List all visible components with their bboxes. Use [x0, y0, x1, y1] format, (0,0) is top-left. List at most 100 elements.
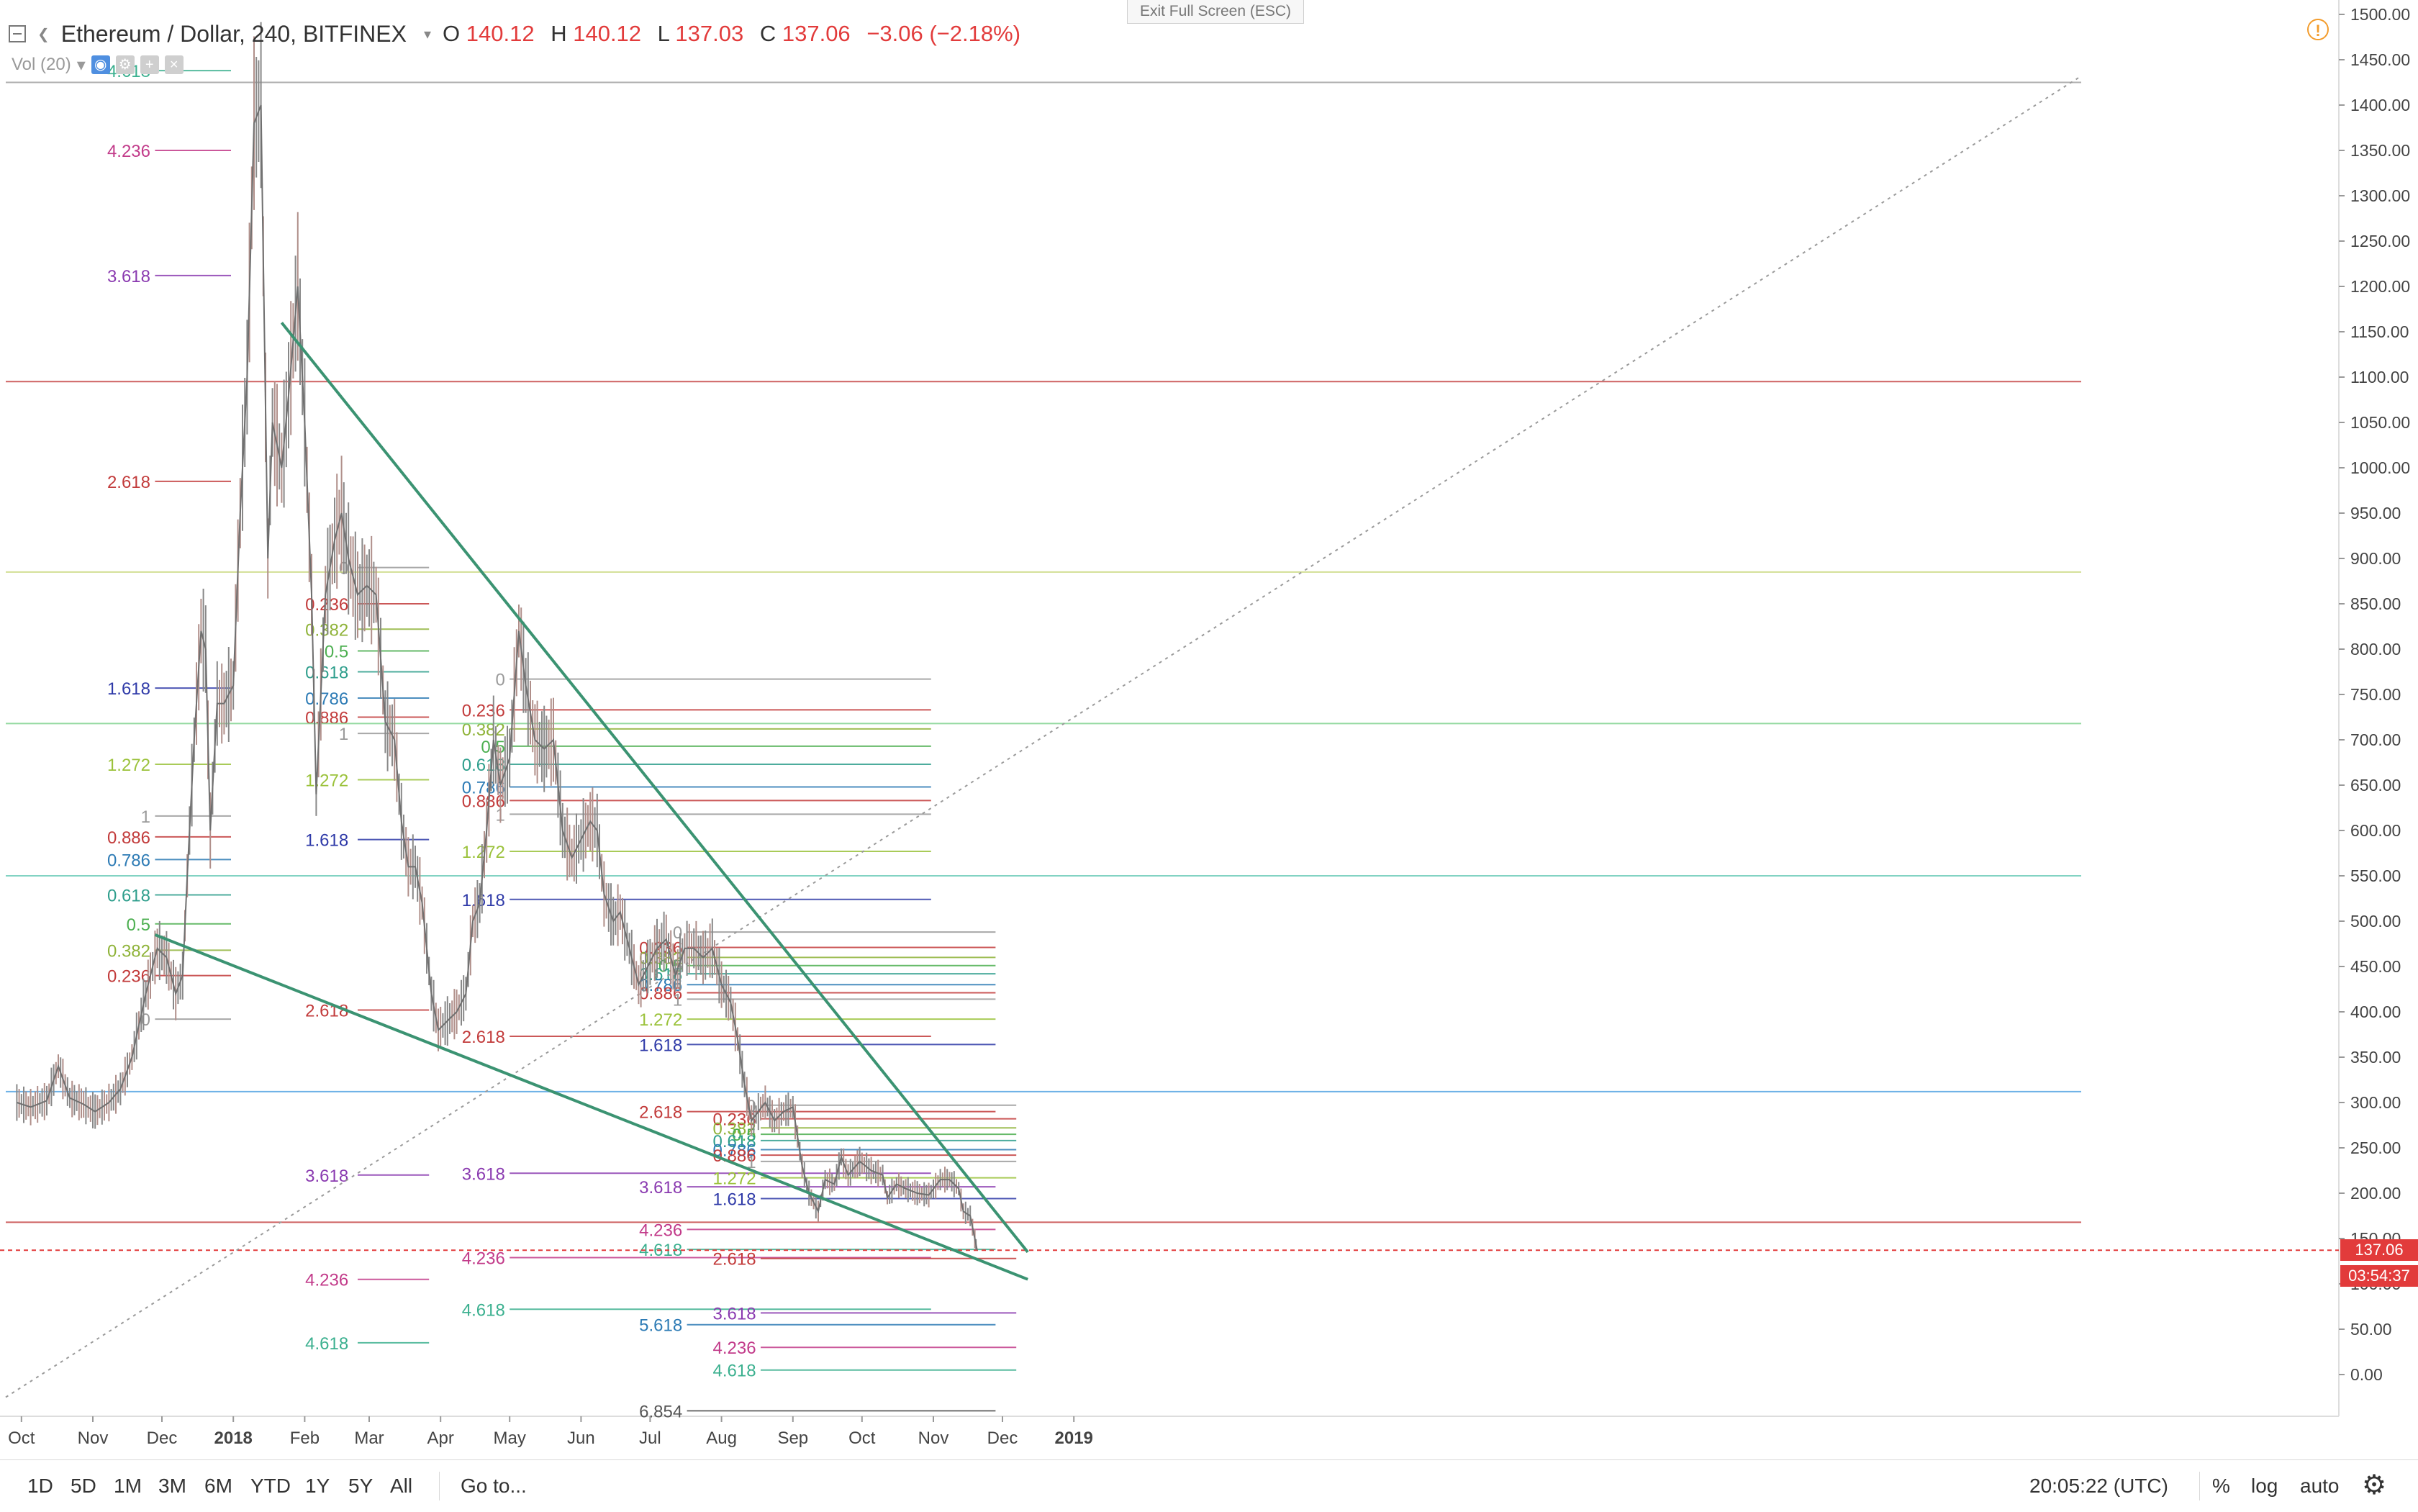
fib-level-label: 1.618 — [462, 891, 505, 910]
fib-level-label: 3.618 — [107, 267, 150, 286]
y-tick-label: 400.00 — [2350, 1002, 2401, 1021]
collapse-icon[interactable] — [9, 25, 26, 42]
fib-level-label: 0 — [495, 671, 504, 690]
fib-level-label: 1 — [673, 990, 682, 1010]
y-tick-label: 600.00 — [2350, 821, 2401, 840]
range-5y-button[interactable]: 5Y — [348, 1475, 373, 1497]
range-1y-button[interactable]: 1Y — [305, 1475, 330, 1497]
y-tick-label: 300.00 — [2350, 1093, 2401, 1112]
horizontal-lines — [0, 75, 2339, 1398]
bottom-toolbar: 1D 5D 1M 3M 6M YTD 1Y 5Y All Go to... 20… — [0, 1459, 2418, 1512]
y-tick-label: 50.00 — [2350, 1320, 2392, 1339]
x-tick-label: Oct — [848, 1429, 876, 1448]
chevron-down-icon[interactable]: ▾ — [423, 26, 431, 42]
x-tick-label: Jun — [567, 1429, 595, 1448]
y-tick-label: 1000.00 — [2350, 458, 2410, 477]
y-tick-label: 1100.00 — [2350, 368, 2409, 386]
trendline-upper[interactable] — [280, 322, 1029, 1254]
y-tick-label: 1150.00 — [2350, 322, 2409, 341]
range-all-button[interactable]: All — [390, 1475, 413, 1497]
y-tick-label: 900.00 — [2350, 549, 2401, 568]
fib-level-label: 4.236 — [639, 1221, 682, 1240]
fib-level-label: 0.5 — [127, 915, 150, 935]
fib-level-label: 3.618 — [713, 1304, 756, 1323]
range-1d-button[interactable]: 1D — [27, 1475, 53, 1497]
toolbar-divider — [439, 1472, 440, 1500]
range-ytd-button[interactable]: YTD — [250, 1475, 291, 1497]
price-chart[interactable]: 00.2360.3820.50.6180.7860.88611.2721.618… — [0, 0, 2418, 1459]
y-tick-label: 1450.00 — [2350, 50, 2410, 69]
x-tick-label: Mar — [354, 1429, 384, 1448]
fib-level-label: 1.272 — [107, 756, 150, 775]
time-axis[interactable]: Oct Nov Dec 2018 Feb Mar Apr May Jun Jul Aug Sep Oct… — [8, 1416, 1093, 1448]
eye-icon[interactable]: ◉ — [91, 55, 110, 74]
fib-level-label: 2.618 — [305, 1001, 348, 1020]
gear-icon[interactable]: ⚙ — [2362, 1470, 2387, 1500]
low-label: L — [657, 21, 669, 46]
fib-level-label: 4.236 — [462, 1249, 505, 1268]
volume-indicator[interactable]: Vol (20) ▾ ◉ ⚙ + × — [12, 50, 184, 79]
fib-level-label: 2.618 — [107, 473, 150, 492]
symbol-title[interactable]: Ethereum / Dollar, 240, BITFINEX — [60, 20, 407, 47]
y-tick-label: 1050.00 — [2350, 413, 2410, 432]
low-value: 137.03 — [675, 21, 744, 46]
countdown-tag: 03:54:37 — [2340, 1265, 2418, 1287]
price-line — [17, 104, 978, 1251]
high-label: H — [551, 21, 567, 46]
fib-level-label: 2.618 — [462, 1028, 505, 1047]
x-tick-label: Jul — [639, 1429, 661, 1448]
fib-level-label: 0.786 — [107, 851, 150, 870]
range-3m-button[interactable]: 3M — [158, 1475, 186, 1497]
y-tick-label: 700.00 — [2350, 730, 2401, 749]
fib-level-label: 1 — [339, 725, 348, 744]
fib-level-label: 1.272 — [305, 771, 348, 790]
x-tick-label: Feb — [290, 1429, 320, 1448]
range-6m-button[interactable]: 6M — [204, 1475, 232, 1497]
y-tick-label: 1500.00 — [2350, 5, 2410, 24]
x-tick-label: Sep — [777, 1429, 808, 1448]
plus-icon[interactable]: + — [140, 55, 159, 74]
fib-level-label: 3.618 — [639, 1178, 682, 1198]
y-tick-label: 1350.00 — [2350, 141, 2410, 160]
price-axis[interactable]: 1500.00 1450.00 1400.00 1350.00 1300.00 1250.… — [2339, 5, 2410, 1384]
trendline-lower[interactable] — [154, 933, 1028, 1281]
toolbar-divider — [2199, 1472, 2200, 1500]
close-icon[interactable]: × — [164, 55, 184, 74]
utc-clock[interactable]: 20:05:22 (UTC) — [2029, 1475, 2168, 1497]
y-tick-label: 850.00 — [2350, 594, 2401, 613]
auto-toggle[interactable]: auto — [2300, 1475, 2340, 1497]
fib-level-label: 4.236 — [305, 1271, 348, 1290]
x-tick-label: 2018 — [214, 1429, 253, 1448]
alert-icon[interactable]: ! — [2307, 19, 2329, 40]
close-label: C — [759, 21, 776, 46]
fib-level-label: 4.618 — [462, 1300, 505, 1320]
fib-level-label: 4.236 — [713, 1339, 756, 1358]
high-value: 140.12 — [573, 21, 642, 46]
fib-level-label: 1.618 — [107, 679, 150, 699]
last-price-tag: 137.06 — [2340, 1239, 2418, 1261]
close-value: 137.06 — [782, 21, 851, 46]
fib-level-label: 1.618 — [713, 1190, 756, 1210]
log-toggle[interactable]: log — [2251, 1475, 2278, 1497]
percent-toggle[interactable]: % — [2212, 1475, 2230, 1497]
y-tick-label: 200.00 — [2350, 1184, 2401, 1203]
fib-level-label: 0.382 — [107, 941, 150, 961]
fib-level-label: 0.618 — [713, 1132, 756, 1151]
range-5d-button[interactable]: 5D — [71, 1475, 96, 1497]
exit-fullscreen-button[interactable]: Exit Full Screen (ESC) — [1127, 0, 1304, 24]
range-1m-button[interactable]: 1M — [114, 1475, 142, 1497]
fib-level-label: 0.886 — [107, 828, 150, 848]
open-value: 140.12 — [466, 21, 535, 46]
goto-button[interactable]: Go to... — [461, 1475, 527, 1497]
chevron-down-icon[interactable]: ▾ — [76, 55, 86, 75]
x-tick-label: 2019 — [1055, 1429, 1093, 1448]
x-tick-label: Nov — [918, 1429, 949, 1448]
settings-icon[interactable]: ⚙ — [115, 55, 135, 74]
fib-level-label: 0.618 — [305, 664, 348, 683]
fib-level-label: 0.236 — [639, 939, 682, 959]
fib-level-label: 4.236 — [107, 142, 150, 161]
fib-level-label: 4.618 — [305, 1334, 348, 1354]
price-series — [16, 22, 978, 1251]
y-tick-label: 950.00 — [2350, 504, 2401, 522]
fib-level-label: 1.272 — [713, 1169, 756, 1189]
